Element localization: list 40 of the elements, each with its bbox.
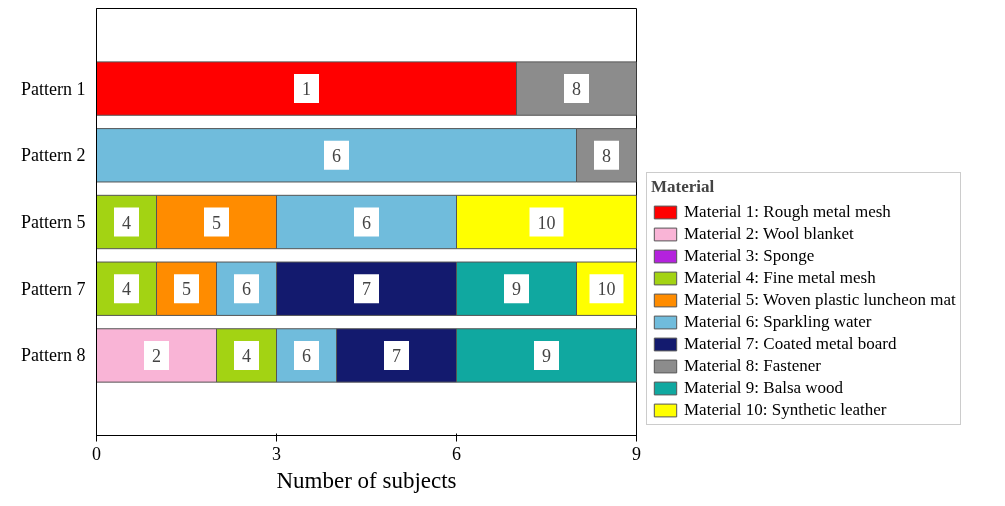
y-tick-label: Pattern 8 — [21, 345, 86, 366]
legend-label: Material 5: Woven plastic luncheon mat — [684, 290, 956, 310]
legend-label: Material 4: Fine metal mesh — [684, 268, 876, 288]
y-tick-label: Pattern 5 — [21, 212, 86, 232]
annotation: 1 — [302, 79, 311, 100]
annotation: 10 — [597, 279, 616, 300]
y-tick-label: Pattern 1 — [21, 78, 86, 99]
annotation: 2 — [152, 345, 161, 366]
x-tick-label: 3 — [272, 443, 281, 464]
annotation: 5 — [182, 279, 191, 300]
annotation: 10 — [537, 212, 556, 233]
annotation: 6 — [332, 145, 341, 166]
legend-label: Material 6: Sparkling water — [684, 312, 872, 332]
y-tick-label: Pattern 2 — [21, 145, 86, 166]
legend-label: Material 7: Coated metal board — [684, 334, 897, 354]
x-axis-title: Number of subjects — [276, 467, 457, 493]
annotation: 4 — [122, 279, 131, 300]
legend-label: Material 8: Fastener — [684, 356, 821, 376]
legend-label: Material 9: Balsa wood — [684, 378, 844, 398]
legend-label: Material 1: Rough metal mesh — [684, 202, 891, 222]
annotation: 4 — [242, 345, 251, 366]
y-tick-label: Pattern 7 — [21, 278, 86, 299]
legend-label: Material 2: Wool blanket — [684, 224, 854, 244]
x-tick-label: 6 — [452, 443, 461, 464]
legend-label: Material 10: Synthetic leather — [684, 400, 887, 420]
annotation: 7 — [392, 345, 401, 366]
annotation: 9 — [512, 279, 521, 300]
legend-title: Material — [651, 177, 716, 197]
legend-label: Material 3: Sponge — [684, 246, 815, 266]
annotation: 9 — [542, 345, 551, 366]
annotation: 6 — [302, 345, 311, 366]
annotation: 4 — [122, 212, 131, 233]
annotation: 6 — [242, 279, 251, 300]
annotation: 8 — [602, 145, 611, 166]
annotation: 8 — [572, 79, 581, 100]
x-tick-label: 0 — [92, 443, 101, 464]
annotation: 6 — [362, 212, 371, 233]
annotation: 5 — [212, 212, 221, 233]
annotation: 7 — [362, 279, 371, 300]
x-tick-label: 9 — [632, 443, 641, 464]
